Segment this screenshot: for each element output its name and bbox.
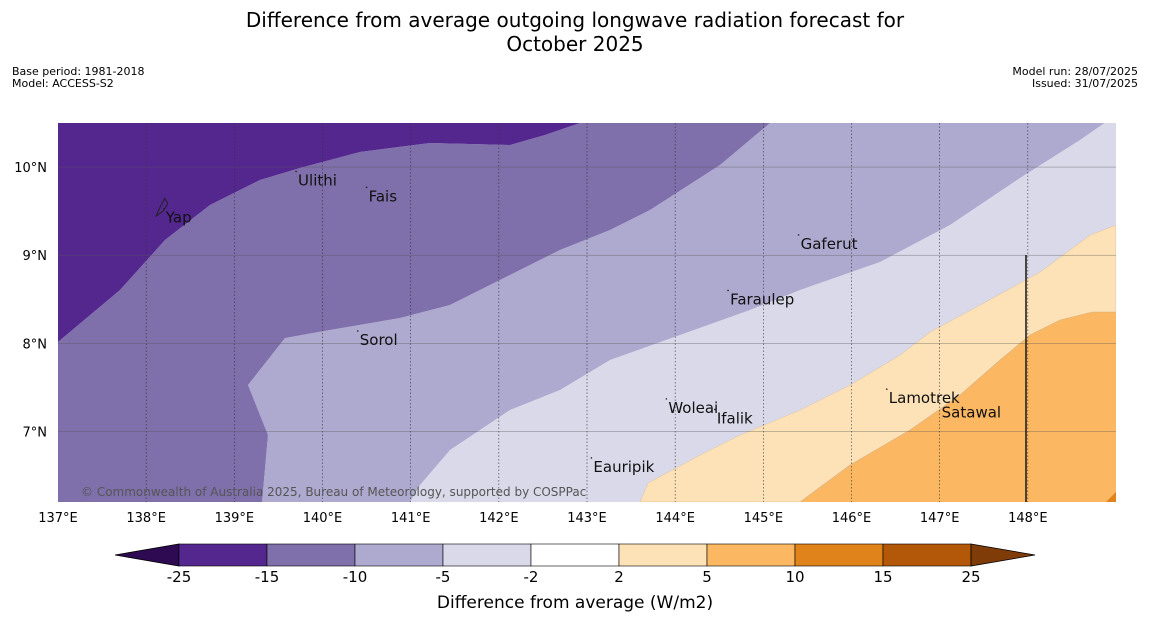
lon-tick-label: 142°E (479, 511, 519, 526)
base-period: Base period: 1981-2018 (12, 65, 145, 78)
place-label-ifalik: Ifalik (717, 409, 753, 427)
colorbar-segment (178, 543, 268, 567)
island-marker (938, 402, 941, 405)
lon-tick-label: 146°E (832, 511, 872, 526)
place-label-faraulep: Faraulep (730, 290, 794, 308)
credit-text: © Commonwealth of Australia 2025, Bureau… (81, 485, 586, 499)
model-run: Model run: 28/07/2025 (1012, 65, 1138, 78)
colorbar-tick-label: -15 (254, 568, 280, 586)
island-marker (365, 186, 368, 189)
lat-tick-label: 8°N (23, 337, 48, 352)
meta-right: Model run: 28/07/2025 Issued: 31/07/2025 (1012, 66, 1138, 90)
yap-island-outline (155, 197, 169, 217)
colorbar-title: Difference from average (W/m2) (436, 593, 714, 613)
colorbar-segment (530, 543, 620, 567)
colorbar-tick-label: -10 (342, 568, 368, 586)
contour-band-neg10-neg5 (248, 123, 1105, 502)
lon-tick-label: 137°E (38, 511, 78, 526)
colorbar-segment (618, 543, 708, 567)
lon-tick-label: 139°E (215, 511, 255, 526)
lon-tick-label: 138°E (126, 511, 166, 526)
lon-tick-label: 143°E (567, 511, 607, 526)
place-label-eauripik: Eauripik (593, 458, 654, 476)
place-label-sorol: Sorol (360, 331, 398, 349)
island-marker (714, 408, 716, 411)
colorbar-segment (442, 543, 532, 567)
issued-date: Issued: 31/07/2025 (1031, 77, 1138, 90)
place-label-gaferut: Gaferut (801, 235, 858, 253)
island-marker (356, 330, 359, 332)
place-labels: Yap Ulithi Fais Gaferut Faraulep Sorol WoleaiI… (155, 170, 1001, 476)
lon-tick-label: 140°E (303, 511, 343, 526)
colorbar-segment (706, 543, 796, 567)
title-line-1: Difference from average outgoing longwav… (245, 8, 905, 32)
lat-tick-label: 10°N (14, 161, 47, 176)
colorbar-tick-label: -25 (166, 568, 192, 586)
contour-band-15-25 (1106, 492, 1116, 502)
colorbar-tick-label: 15 (873, 568, 893, 586)
place-label-woleai: Woleai (668, 399, 718, 417)
colorbar-tick-label: -5 (435, 568, 451, 586)
colorbar-tick-label: -2 (523, 568, 539, 586)
lon-tick-label: 148°E (1008, 511, 1048, 526)
colorbar-tick-label: 5 (702, 568, 712, 586)
island-marker (727, 289, 729, 292)
chart-title: Difference from average outgoing longwav… (0, 8, 1150, 56)
title-line-2: October 2025 (506, 32, 644, 56)
contour-band-neg15-neg10 (58, 123, 770, 502)
graticule (58, 123, 1116, 502)
place-label-satawal: Satawal (942, 403, 1001, 421)
place-label-lamotrek: Lamotrek (889, 389, 960, 407)
lon-tick-label: 145°E (744, 511, 784, 526)
island-marker (590, 457, 593, 459)
colorbar-over-arrow (970, 543, 1036, 567)
lon-tick-label: 144°E (655, 511, 695, 526)
island-marker (797, 234, 800, 236)
colorbar-under-arrow (114, 543, 180, 567)
contour-band-5-10 (800, 312, 1116, 502)
contour-band-neg25-neg15 (58, 123, 580, 342)
lon-tick-label: 141°E (391, 511, 431, 526)
place-label-fais: Fais (369, 187, 398, 205)
colorbar-tick-label: 2 (614, 568, 624, 586)
colorbar-segment (794, 543, 884, 567)
island-marker (885, 388, 888, 390)
colorbar-tick-label: 25 (961, 568, 981, 586)
colorbar (114, 543, 1036, 567)
colorbar-tick-label: 10 (785, 568, 805, 586)
axis-ticks: 137°E 138°E 139°E 140°E 141°E 142°E 143°E 144°E… (14, 161, 1047, 526)
colorbar-segment (266, 543, 356, 567)
colorbar-segment (882, 543, 972, 567)
lon-tick-label: 147°E (920, 511, 960, 526)
contour-band-neg5-neg2 (410, 123, 1116, 502)
model-name: Model: ACCESS-S2 (12, 77, 114, 90)
place-label-ulithi: Ulithi (298, 171, 337, 189)
colorbar-segment (354, 543, 444, 567)
lat-tick-label: 7°N (23, 425, 48, 440)
island-marker (665, 398, 668, 400)
meta-left: Base period: 1981-2018 Model: ACCESS-S2 (12, 66, 144, 90)
lat-tick-label: 9°N (23, 249, 48, 264)
island-marker (295, 170, 297, 173)
place-label-yap: Yap (165, 208, 192, 226)
